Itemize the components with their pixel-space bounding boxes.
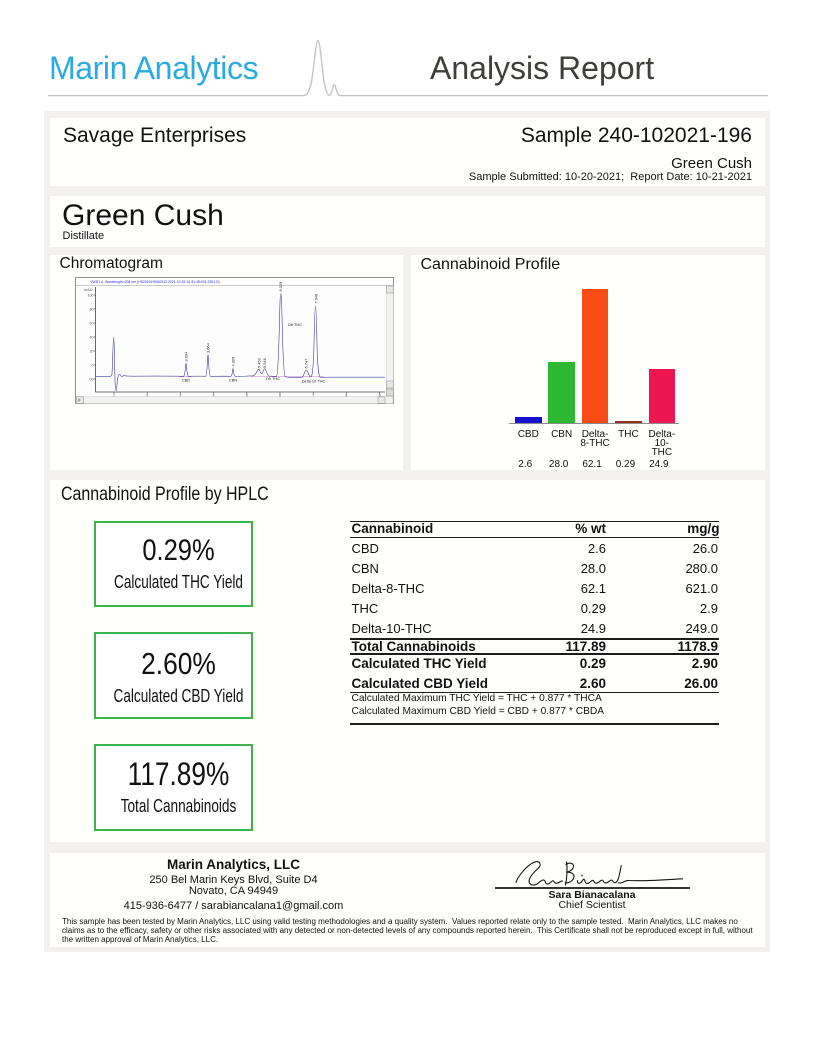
svg-text:CBN: CBN [229,377,237,382]
svg-text:4.005: 4.005 [230,357,235,367]
svg-text:CBD: CBD [182,377,190,382]
svg-text:3.664: 3.664 [205,342,210,353]
svg-text:80: 80 [90,308,94,312]
svg-text:7.046: 7.046 [314,294,319,304]
svg-text:00: 00 [90,378,94,382]
svg-text:6.029: 6.029 [278,282,283,292]
svg-text:D8 THC: D8 THC [288,322,302,327]
svg-text:6.747: 6.747 [304,359,309,369]
svg-text:1: 1 [113,394,115,398]
svg-text:7: 7 [312,394,314,398]
svg-text:5: 5 [246,394,248,398]
svg-text:4: 4 [213,394,215,398]
svg-text:2: 2 [146,394,148,398]
svg-text:9: 9 [379,394,381,398]
svg-text:D9 THC: D9 THC [266,376,280,381]
svg-text:5.546: 5.546 [262,358,267,368]
svg-text:mAU: mAU [84,288,93,292]
svg-text:100: 100 [88,294,94,298]
svg-text:0: 0 [92,364,94,368]
svg-text:5.453: 5.453 [257,358,262,368]
svg-text:20: 20 [90,350,94,354]
svg-text:Delta 10 THC: Delta 10 THC [302,378,326,383]
svg-text:3.094: 3.094 [183,351,188,362]
svg-text:6: 6 [279,394,281,398]
svg-text:8: 8 [345,394,347,398]
svg-text:60: 60 [90,322,94,326]
svg-text:VWD1 A, Wavelength=208 nm (HS2: VWD1 A, Wavelength=208 nm (HS2021\HS0621… [90,280,219,284]
svg-text:3: 3 [179,394,181,398]
svg-text:40: 40 [90,336,94,340]
